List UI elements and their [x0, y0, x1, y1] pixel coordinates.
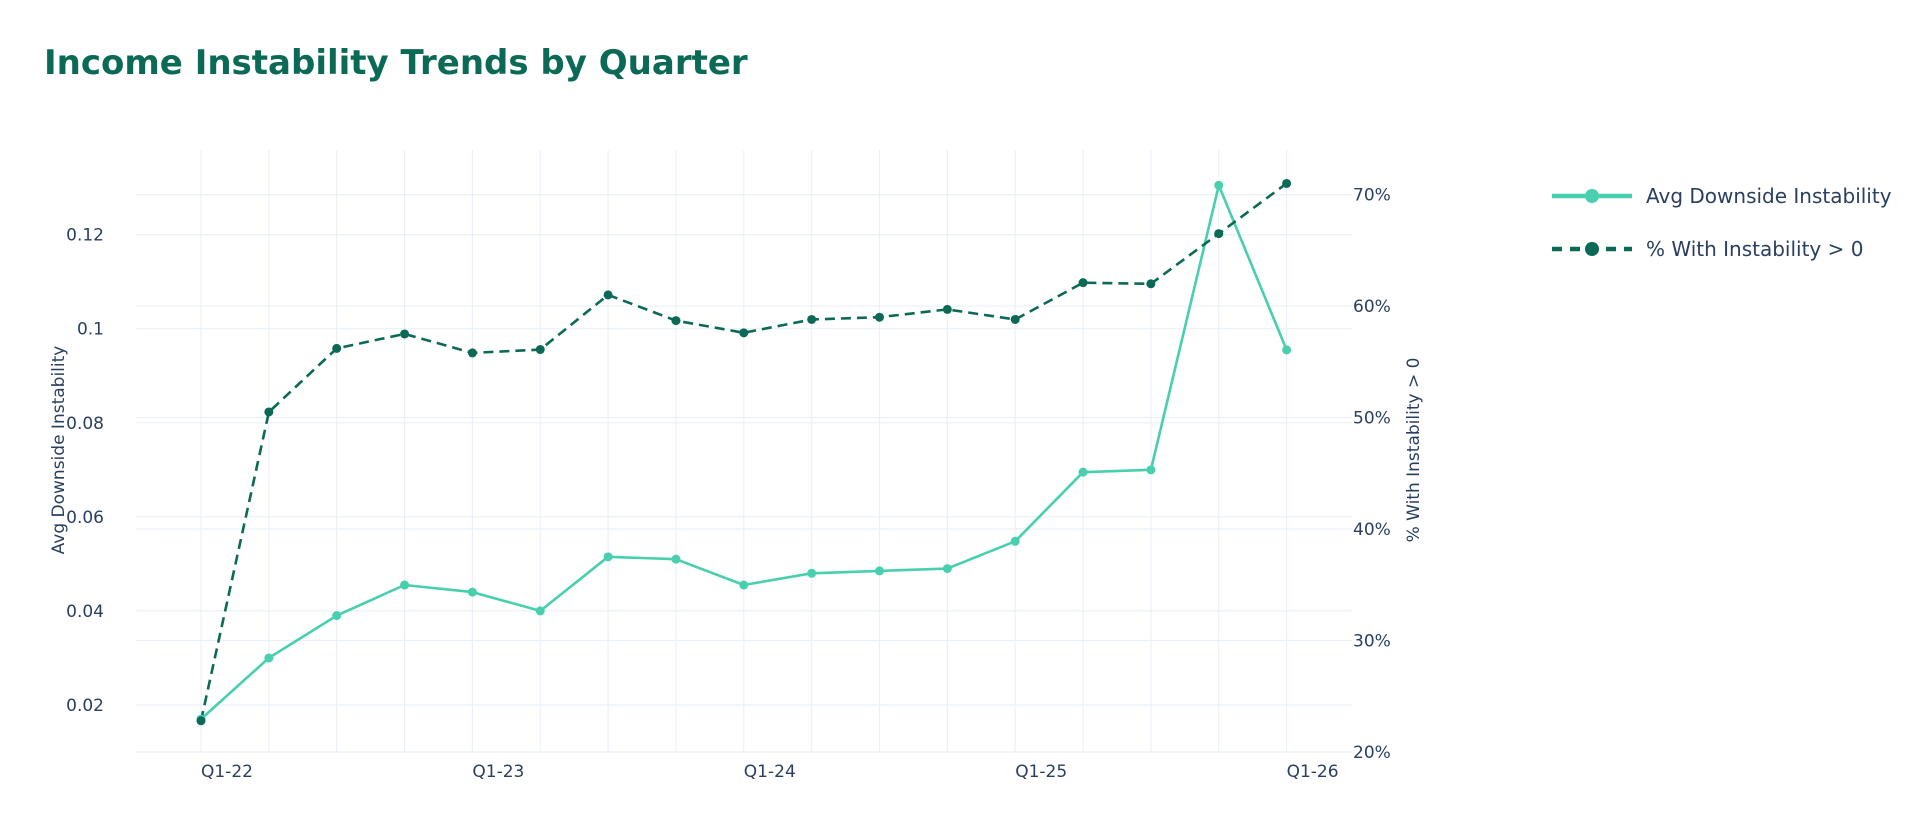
right-y-tick-label: 60% [1353, 297, 1391, 317]
legend: Avg Downside Instability % With Instabili… [1552, 184, 1892, 261]
legend-marker [1585, 189, 1599, 203]
series-markers [196, 178, 1292, 726]
series-point [264, 653, 274, 663]
series-point [1214, 229, 1224, 239]
series-point [196, 716, 206, 726]
right-y-tick-label: 30% [1353, 632, 1391, 652]
series-point [467, 348, 477, 358]
series-point [1146, 465, 1156, 475]
x-axis-ticks: Q1-22 Q1-23 Q1-24 Q1-25 Q1-26 [201, 762, 1339, 782]
series-point [332, 343, 342, 353]
series-point [535, 345, 545, 355]
right-y-gridlines [136, 193, 1352, 753]
left-y-tick-label: 0.02 [66, 696, 104, 716]
series-point [400, 329, 410, 339]
series-point [1010, 314, 1020, 324]
series-point [739, 328, 749, 338]
series-point [942, 304, 952, 314]
left-y-tick-label: 0.1 [77, 320, 104, 340]
right-y-tick-label: 50% [1353, 409, 1391, 429]
series-point [875, 566, 884, 576]
left-y-tick-label: 0.04 [66, 602, 104, 622]
series-point [1214, 180, 1224, 190]
series-point [1146, 279, 1156, 289]
legend-marker [1585, 242, 1599, 256]
x-tick-label: Q1-24 [744, 762, 796, 782]
series-point [875, 312, 884, 322]
series-line [199, 182, 1288, 722]
chart-title: Income Instability Trends by Quarter [44, 43, 748, 83]
left-y-axis-ticks: 0.02 0.04 0.06 0.08 0.1 0.12 [66, 226, 104, 716]
series-point [1282, 345, 1292, 355]
right-y-tick-label: 70% [1353, 186, 1391, 206]
series-point [1078, 467, 1088, 477]
x-tick-label: Q1-23 [472, 762, 524, 782]
right-y-tick-label: 20% [1353, 743, 1391, 763]
series-point [942, 564, 952, 574]
series-point [1282, 178, 1292, 188]
x-gridlines [200, 150, 1288, 752]
x-tick-label: Q1-22 [201, 762, 253, 782]
series-point [671, 316, 681, 326]
series-point [1010, 536, 1020, 546]
right-y-axis-title: % With Instability > 0 [1404, 358, 1424, 543]
series-point [400, 580, 410, 590]
series-point [1078, 278, 1088, 288]
right-y-tick-label: 40% [1353, 520, 1391, 540]
series-point [671, 554, 681, 564]
left-y-tick-label: 0.12 [66, 226, 104, 246]
x-tick-label: Q1-25 [1015, 762, 1067, 782]
left-y-axis-title: Avg Downside Instability [49, 346, 69, 555]
left-y-tick-label: 0.08 [66, 414, 104, 434]
series-point [467, 587, 477, 597]
series-point [603, 290, 613, 300]
series-point [332, 611, 342, 621]
right-y-axis-ticks: 20% 30% 40% 50% 60% 70% [1353, 186, 1391, 763]
series-point [603, 552, 613, 562]
series-point [264, 407, 274, 417]
series-point [535, 606, 545, 616]
left-y-tick-label: 0.06 [66, 508, 104, 528]
x-tick-label: Q1-26 [1287, 762, 1339, 782]
series-point [807, 314, 817, 324]
series-point [807, 568, 817, 578]
legend-label: Avg Downside Instability [1646, 184, 1892, 208]
series-point [739, 580, 749, 590]
legend-label: % With Instability > 0 [1646, 237, 1863, 261]
